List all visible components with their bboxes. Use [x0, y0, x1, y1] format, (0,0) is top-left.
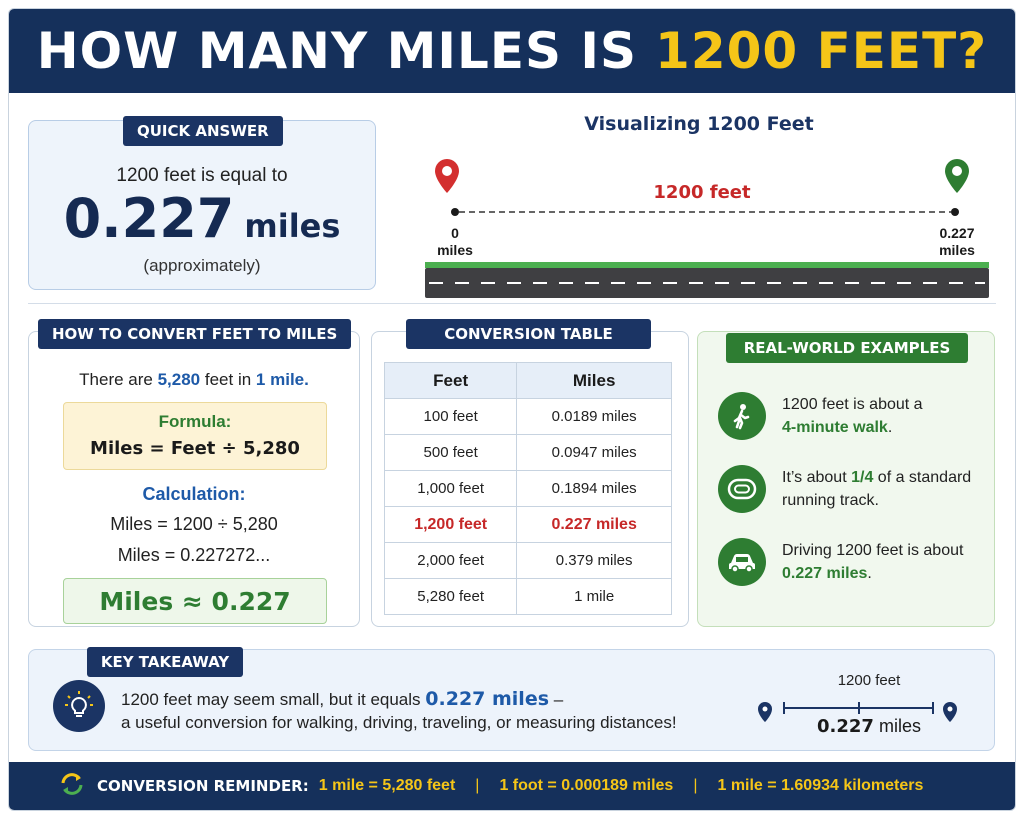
table-row: 100 feet 0.0189 miles [383, 398, 672, 435]
feet-cell: 100 feet [383, 398, 518, 435]
how-to-convert-card: There are 5,280 feet in 1 mile. Formula:… [28, 331, 360, 627]
conversion-table-label: CONVERSION TABLE [406, 319, 651, 349]
example-text: 1200 feet is about a 4-minute walk. [782, 396, 923, 436]
miles-cell: 0.379 miles [516, 542, 672, 579]
feet-cell: 1,200 feet [383, 506, 518, 543]
mini-distance-value: 0.227 miles [817, 716, 921, 737]
road-icon [425, 262, 989, 298]
reminder-fact: 1 mile = 5,280 feet [318, 777, 456, 794]
end-value: 0.227 [939, 225, 974, 241]
quick-answer-unit: miles [244, 207, 341, 245]
table-row: 5,280 feet 1 mile [383, 578, 672, 615]
calculation-line-2: Miles = 0.227272... [117, 545, 271, 565]
table-row: 1,000 feet 0.1894 miles [383, 470, 672, 507]
column-header-miles: Miles [516, 362, 672, 399]
refresh-icon [59, 771, 85, 802]
intro-mile: 1 mile. [255, 370, 309, 389]
quick-answer-note: (approximately) [143, 256, 261, 275]
title-accent: 1200 FEET? [655, 22, 988, 80]
miles-cell: 0.227 miles [516, 506, 672, 543]
miles-cell: 0.0189 miles [516, 398, 672, 435]
infographic: HOW MANY MILES IS 1200 FEET? 1200 feet i… [8, 8, 1016, 811]
car-icon [718, 538, 766, 586]
intro-pre: There are [79, 370, 153, 389]
formula-text: Miles = Feet ÷ 5,280 [90, 438, 300, 459]
page-title: HOW MANY MILES IS 1200 FEET? [9, 9, 1015, 93]
miles-cell: 1 mile [516, 578, 672, 615]
title-main: HOW MANY MILES IS [36, 22, 638, 80]
how-to-label: HOW TO CONVERT FEET TO MILES [38, 319, 352, 349]
quick-answer-number: 0.227 [63, 187, 235, 250]
reminder-separator: | [693, 777, 698, 794]
end-pin-icon [945, 159, 969, 193]
example-text: Driving 1200 feet is about 0.227 miles. [782, 542, 964, 582]
conversion-table: Feet Miles 100 feet 0.0189 miles 500 feet… [383, 362, 672, 615]
lightbulb-icon [53, 680, 105, 732]
feet-cell: 2,000 feet [383, 542, 518, 579]
feet-cell: 5,280 feet [383, 578, 518, 615]
miles-cell: 0.0947 miles [516, 434, 672, 471]
result-box: Miles ≈ 0.227 [63, 578, 327, 624]
start-unit: miles [437, 242, 473, 258]
conversion-reminder-bar: CONVERSION REMINDER: 1 mile = 5,280 feet… [9, 762, 1015, 810]
example-text: It’s about 1/4 of a standard running tra… [782, 469, 972, 509]
walking-person-icon [718, 392, 766, 440]
end-pin-icon [943, 702, 957, 722]
conversion-table-card: Feet Miles 100 feet 0.0189 miles 500 feet… [371, 331, 689, 627]
examples-label: REAL-WORLD EXAMPLES [726, 333, 968, 363]
feet-cell: 500 feet [383, 434, 518, 471]
mini-distance-visual [758, 702, 957, 722]
formula-label: Formula: [158, 412, 232, 431]
example-item: It’s about 1/4 of a standard running tra… [718, 465, 988, 513]
calculation-line-1: Miles = 1200 ÷ 5,280 [110, 514, 278, 534]
table-row: 2,000 feet 0.379 miles [383, 542, 672, 579]
end-unit: miles [939, 242, 975, 258]
visual-title: Visualizing 1200 Feet [584, 113, 814, 135]
key-takeaway-label: KEY TAKEAWAY [87, 647, 243, 677]
running-track-icon [718, 465, 766, 513]
table-header-row: Feet Miles [383, 362, 672, 399]
table-row-highlighted: 1,200 feet 0.227 miles [383, 506, 672, 543]
example-item: 1200 feet is about a 4-minute walk. [718, 392, 988, 440]
feet-cell: 1,000 feet [383, 470, 518, 507]
calculation-label: Calculation: [142, 484, 246, 504]
reminder-label: CONVERSION REMINDER: [97, 777, 309, 795]
quick-answer-value: 0.227 miles [29, 187, 375, 250]
distance-label: 1200 feet [653, 182, 751, 203]
quick-answer-intro: 1200 feet is equal to [116, 165, 288, 186]
examples-card: 1200 feet is about a 4-minute walk. It’s… [697, 331, 995, 627]
intro-mid: feet in [204, 370, 252, 389]
mini-distance-label: 1200 feet [837, 672, 901, 689]
conversion-intro: There are 5,280 feet in 1 mile. [29, 370, 359, 390]
column-header-feet: Feet [383, 362, 518, 399]
table-row: 500 feet 0.0947 miles [383, 434, 672, 471]
start-pin-icon [758, 702, 772, 722]
start-pin-icon [435, 159, 459, 193]
reminder-fact: 1 foot = 0.000189 miles [499, 777, 674, 794]
start-value: 0 [451, 225, 459, 241]
takeaway-line-1: 1200 feet may seem small, but it equals … [121, 688, 564, 710]
reminder-separator: | [475, 777, 480, 794]
reminder-fact: 1 mile = 1.60934 kilometers [717, 777, 924, 794]
formula-box: Formula: Miles = Feet ÷ 5,280 [63, 402, 327, 470]
takeaway-line-2: a useful conversion for walking, driving… [121, 713, 677, 732]
quick-answer-label: QUICK ANSWER [123, 116, 283, 146]
example-item: Driving 1200 feet is about 0.227 miles. [718, 538, 988, 586]
quick-answer-card: 1200 feet is equal to 0.227 miles (appro… [28, 120, 376, 290]
miles-cell: 0.1894 miles [516, 470, 672, 507]
intro-feet: 5,280 [157, 370, 201, 389]
section-divider [28, 303, 996, 304]
distance-visual: 1200 feet 0 miles 0.227 miles [425, 159, 989, 298]
